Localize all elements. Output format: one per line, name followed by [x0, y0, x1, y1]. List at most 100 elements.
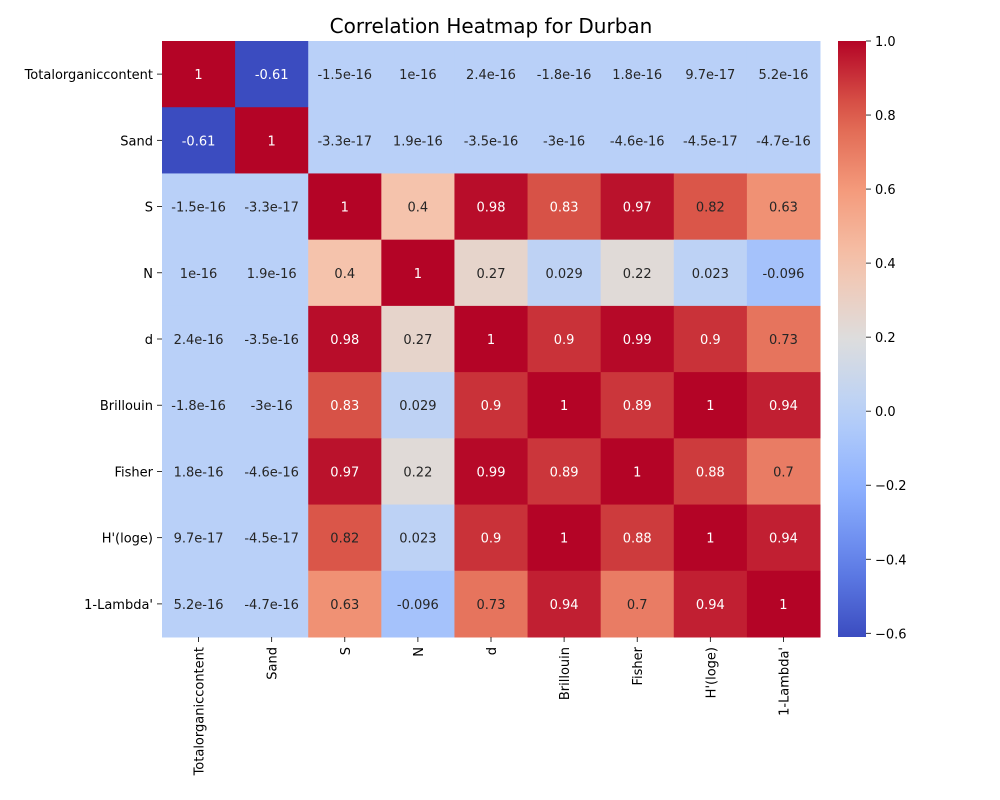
heatmap-cell [235, 570, 309, 638]
cell-annotation: 0.4 [408, 201, 429, 216]
x-tick-label: Fisher [631, 646, 646, 685]
cell-annotation: 1 [560, 532, 568, 547]
heatmap-cell [527, 372, 602, 439]
heatmap-cell [673, 438, 748, 506]
cell-annotation: 1 [341, 201, 349, 216]
heatmap-cells [162, 41, 821, 638]
heatmap-cell [308, 239, 382, 307]
cell-annotation: 1 [633, 465, 641, 480]
heatmap-cell [673, 107, 748, 174]
cell-annotation: 1e-16 [180, 267, 218, 282]
heatmap-cell [235, 239, 309, 307]
colorbar-tick-label: 0.4 [875, 257, 896, 272]
y-tick-label: Brillouin [100, 399, 153, 414]
cell-annotation: 0.029 [546, 267, 583, 282]
x-tick-label: 1-Lambda' [777, 647, 792, 716]
cell-annotation: -4.7e-16 [244, 598, 299, 613]
cell-annotation: 0.98 [330, 333, 359, 348]
cell-annotation: 0.88 [623, 532, 652, 547]
heatmap-cell [746, 41, 821, 108]
x-tick-label: N [412, 647, 427, 657]
heatmap-cell [527, 107, 602, 174]
cell-annotation: 0.98 [477, 201, 506, 216]
x-tick-label: S [339, 647, 354, 655]
colorbar-tick-label: −0.2 [875, 479, 907, 494]
cell-annotation: 1 [779, 598, 787, 613]
heatmap-cell [673, 41, 748, 108]
cell-annotation: 0.94 [769, 399, 798, 414]
y-tick-label: H'(loge) [102, 532, 153, 547]
heatmap-cell [527, 173, 602, 241]
heatmap-cell [381, 438, 455, 506]
heatmap-cell [746, 570, 821, 638]
heatmap-cell [600, 305, 675, 373]
heatmap-cell [235, 438, 309, 506]
heatmap-cell [308, 372, 382, 439]
heatmap-cell [308, 570, 382, 638]
x-tick-label: d [485, 647, 500, 655]
heatmap-cell [162, 504, 236, 572]
cell-annotation: -3.3e-17 [244, 201, 299, 216]
cell-annotation: 1 [414, 267, 422, 282]
heatmap-cell [746, 372, 821, 439]
cell-annotation: 0.9 [481, 532, 502, 547]
heatmap-cell [673, 372, 748, 439]
colorbar-tick-label: −0.6 [875, 627, 907, 642]
y-tick-label: Sand [120, 134, 153, 149]
cell-annotation: 0.9 [554, 333, 575, 348]
cell-annotation: 1.9e-16 [247, 267, 297, 282]
heatmap-cell [308, 173, 382, 241]
cell-annotation: 0.9 [700, 333, 721, 348]
cell-annotation: 2.4e-16 [466, 68, 516, 83]
colorbar-tick-label: 0.2 [875, 331, 896, 346]
heatmap-cell [454, 41, 529, 108]
cell-annotation: 1 [487, 333, 495, 348]
heatmap-cell [381, 372, 455, 439]
cell-annotation: 0.029 [399, 399, 436, 414]
heatmap-cell [235, 41, 309, 108]
cell-annotation: 5.2e-16 [758, 68, 808, 83]
cell-annotation: 2.4e-16 [174, 333, 224, 348]
cell-annotation: 0.89 [623, 399, 652, 414]
heatmap-cell [381, 570, 455, 638]
y-axis: Totalorganiccontent Sand S Nd Brillouin Fishe… [24, 68, 162, 613]
cell-annotation: 0.73 [769, 333, 798, 348]
x-tick-label: Totalorganiccontent [193, 647, 208, 776]
cell-annotation: -0.096 [762, 267, 804, 282]
y-tick-label: S [145, 201, 153, 216]
cell-annotation: -0.61 [255, 68, 289, 83]
colorbar-tick-label: 0.8 [875, 109, 896, 124]
colorbar-tick-label: 0.6 [875, 183, 896, 198]
colorbar: −0.6 −0.4 −0.2 0.0 0.2 0.4 0.6 0.8 1.0 [838, 35, 907, 642]
cell-annotation: -4.6e-16 [610, 134, 665, 149]
cell-annotation: -0.61 [182, 134, 216, 149]
heatmap-cell [235, 504, 309, 572]
x-tick-label: H'(loge) [704, 647, 719, 698]
cell-annotation: -1.5e-16 [171, 201, 226, 216]
cell-annotation: 9.7e-17 [685, 68, 735, 83]
heatmap-cell [381, 41, 455, 108]
heatmap-cell [454, 173, 529, 241]
cell-annotation: 1 [560, 399, 568, 414]
heatmap-cell [308, 41, 382, 108]
heatmap-cell [527, 504, 602, 572]
heatmap-cell [527, 305, 602, 373]
heatmap-cell [600, 570, 675, 638]
heatmap-cell [235, 107, 309, 174]
cell-annotation: 0.63 [330, 598, 359, 613]
heatmap-cell [673, 570, 748, 638]
heatmap-cell [600, 239, 675, 307]
heatmap-cell [162, 372, 236, 439]
cell-annotation: 1.8e-16 [612, 68, 662, 83]
cell-annotation: 0.22 [403, 465, 432, 480]
heatmap-cell [673, 504, 748, 572]
cell-annotation: -1.8e-16 [171, 399, 226, 414]
heatmap-cell [381, 504, 455, 572]
y-tick-label: Totalorganiccontent [24, 68, 153, 83]
cell-annotation: -3.5e-16 [244, 333, 299, 348]
heatmap-cell [673, 305, 748, 373]
heatmap-cell [600, 173, 675, 241]
cell-annotation: -1.5e-16 [317, 68, 372, 83]
y-tick-label: 1-Lambda' [84, 598, 153, 613]
cell-annotation: 0.83 [550, 201, 579, 216]
